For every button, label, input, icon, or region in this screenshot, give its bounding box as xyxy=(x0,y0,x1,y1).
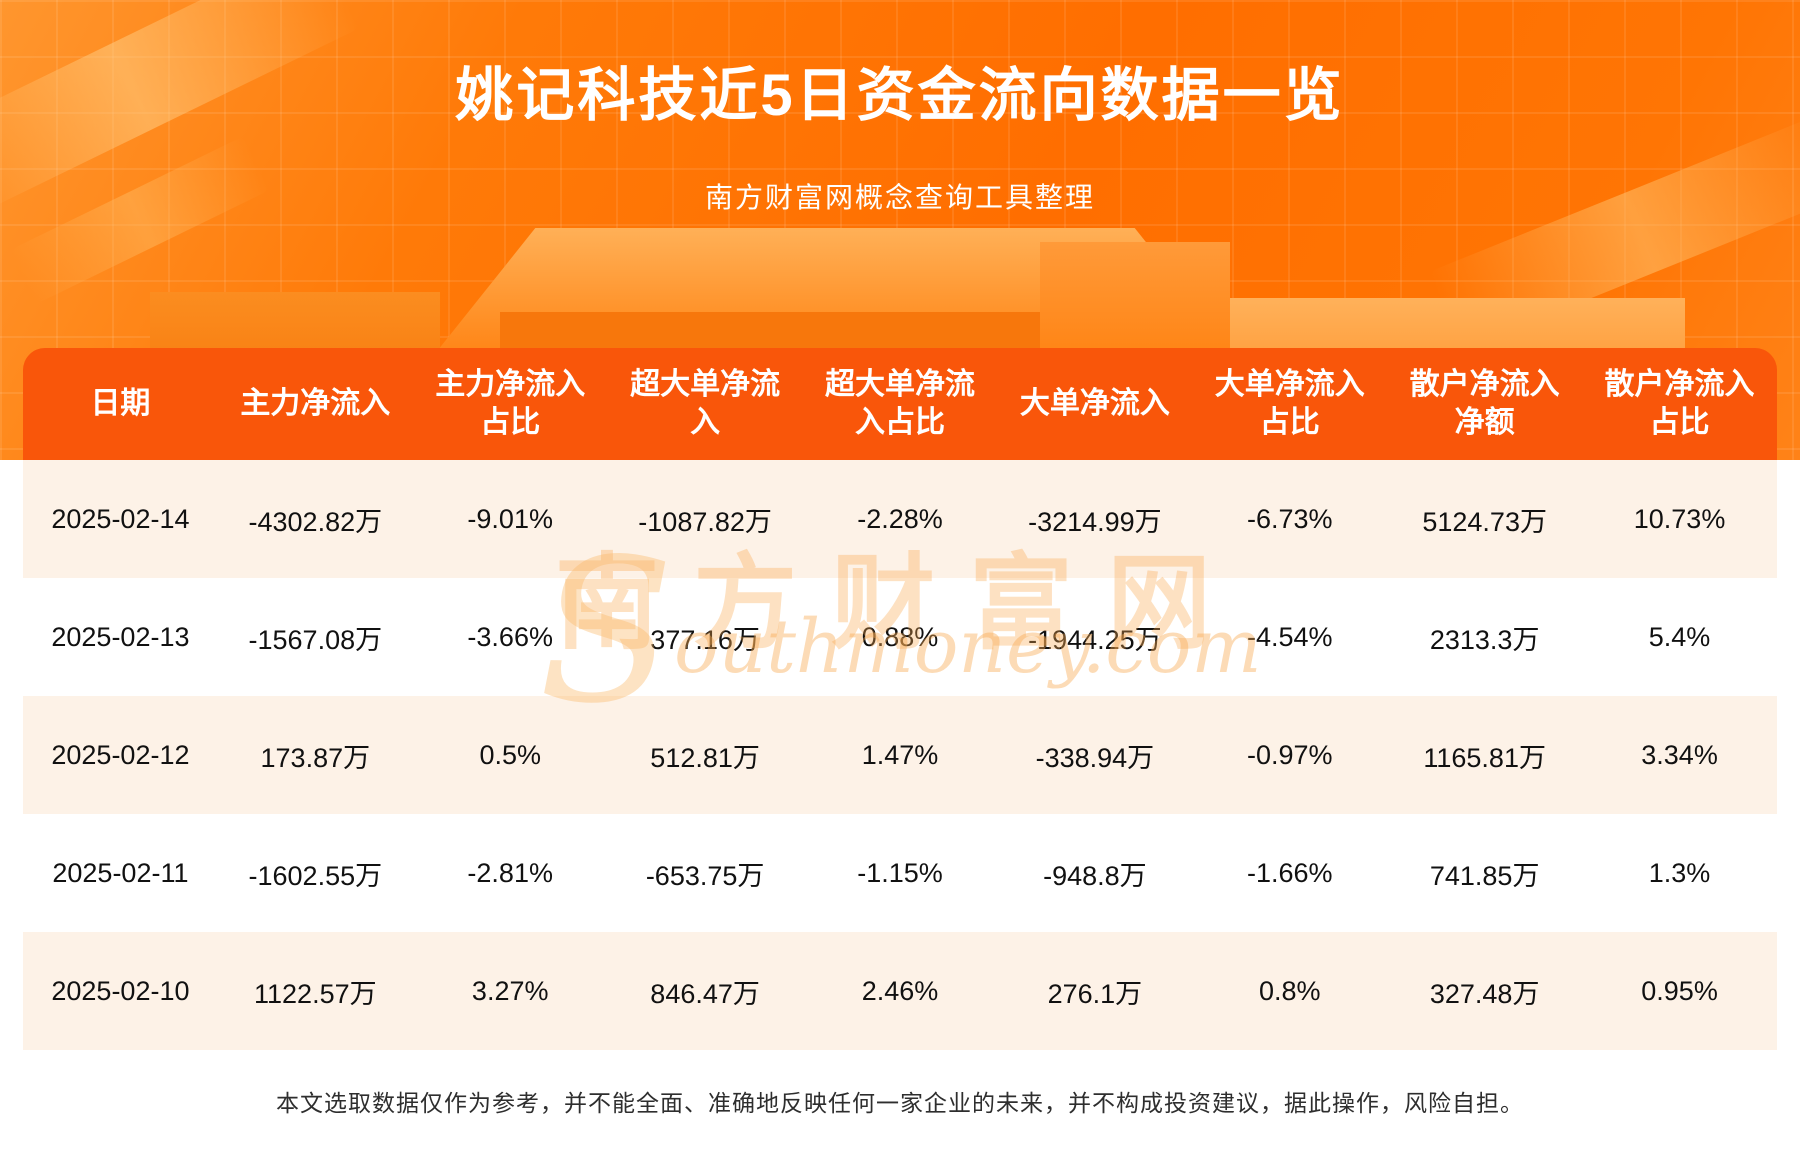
column-header-label: 净额 xyxy=(1454,406,1515,439)
table-cell: 0.88% xyxy=(861,621,939,652)
table-cell: -338.94万 xyxy=(1035,742,1155,773)
column-header-label: 大单净流入 xyxy=(1214,368,1365,401)
table-row: 2025-02-10 1122.57万 3.27% 846.47万 2.46% 276.1… xyxy=(23,932,1777,1050)
table-cell: 5124.73万 xyxy=(1422,506,1547,537)
table-cell: 1.47% xyxy=(861,739,939,770)
table-cell: 741.85万 xyxy=(1429,860,1540,891)
table-cell: 0.95% xyxy=(1641,975,1718,1006)
column-header-main-net-inflow-pct: 主力净流入 占比 xyxy=(413,348,608,460)
column-header-label: 主力净流入 xyxy=(240,387,391,420)
table-cell: 2025-02-12 xyxy=(51,739,190,770)
table-cell: -3.66% xyxy=(467,621,553,652)
table-cell: 2025-02-13 xyxy=(51,621,190,652)
column-header-xlarge-order-net-inflow: 超大单净流入 xyxy=(608,348,803,460)
column-header-label: 散户净流入 xyxy=(1604,368,1755,401)
column-header-label: 占比 xyxy=(1649,406,1710,439)
column-header-large-order-net-inflow: 大单净流入 xyxy=(997,348,1192,460)
table-row: 2025-02-14 -4302.82万 -9.01% -1087.82万 -2.28%… xyxy=(23,460,1777,578)
table-cell: 3.34% xyxy=(1641,739,1718,770)
table-cell: 173.87万 xyxy=(260,742,371,773)
column-header-xlarge-order-net-inflow-pct: 超大单净流 入占比 xyxy=(803,348,998,460)
podium-graphic-right-small-block xyxy=(1040,242,1230,352)
table-cell: -1602.55万 xyxy=(248,860,383,891)
table-cell: 2025-02-10 xyxy=(51,975,190,1006)
table-row: 2025-02-13 -1567.08万 -3.66% 377.16万 0.88% -19… xyxy=(23,578,1777,696)
table-cell: -1.66% xyxy=(1246,857,1333,888)
column-header-retail-net-inflow-pct: 散户净流入 占比 xyxy=(1582,348,1777,460)
disclaimer-text: 本文选取数据仅作为参考，并不能全面、准确地反映任何一家企业的未来，并不构成投资建… xyxy=(276,1089,1524,1116)
table-cell: -4.54% xyxy=(1246,621,1333,652)
disclaimer-bar: 本文选取数据仅作为参考，并不能全面、准确地反映任何一家企业的未来，并不构成投资建… xyxy=(0,1051,1800,1150)
column-header-main-net-inflow: 主力净流入 xyxy=(218,348,413,460)
table-row: 2025-02-12 173.87万 0.5% 512.81万 1.47% -338.94… xyxy=(23,696,1777,814)
column-header-large-order-net-inflow-pct: 大单净流入 占比 xyxy=(1192,348,1387,460)
page-subtitle: 南方财富网概念查询工具整理 xyxy=(704,182,1095,213)
table-cell: -2.28% xyxy=(857,503,943,534)
column-header-label: 散户净流入 xyxy=(1409,368,1560,401)
table-cell: -2.81% xyxy=(467,857,553,888)
column-header-label: 入 xyxy=(690,406,721,439)
column-header-label: 日期 xyxy=(90,387,151,420)
column-header-label: 占比 xyxy=(480,406,541,439)
column-header-label: 入占比 xyxy=(854,406,945,439)
table-header-row: 日期 主力净流入 主力净流入 占比 超大单净流入超大单净流 入占比 大单净流入 大单净流入 占比… xyxy=(23,348,1777,460)
table-cell: -4302.82万 xyxy=(248,506,383,537)
table-cell: -6.73% xyxy=(1246,503,1333,534)
column-header-label: 占比 xyxy=(1259,406,1320,439)
table-cell: 1122.57万 xyxy=(254,978,377,1009)
table-cell: 1.3% xyxy=(1648,857,1711,888)
table-cell: -948.8万 xyxy=(1043,860,1147,891)
page-title: 姚记科技近5日资金流向数据一览 xyxy=(455,63,1345,128)
column-header-label: 超大单净流 xyxy=(824,368,975,401)
table-cell: -1567.08万 xyxy=(248,624,383,655)
table-cell: 10.73% xyxy=(1633,503,1726,534)
fund-flow-table: 日期 主力净流入 主力净流入 占比 超大单净流入超大单净流 入占比 大单净流入 大单净流入 占比… xyxy=(23,348,1777,1050)
table-cell: -9.01% xyxy=(467,503,553,534)
table-cell: 512.81万 xyxy=(650,742,760,773)
table-cell: 0.5% xyxy=(479,739,541,770)
table-cell: -1.15% xyxy=(857,857,943,888)
table-cell: 2025-02-11 xyxy=(52,857,189,888)
table-cell: 2.46% xyxy=(861,975,939,1006)
column-header-label: 大单净流入 xyxy=(1019,387,1170,420)
table-cell: -0.97% xyxy=(1246,739,1333,770)
column-header-label: 主力净流入 xyxy=(435,368,586,401)
table-row: 2025-02-11 -1602.55万 -2.81% -653.75万 -1.15% -… xyxy=(23,814,1777,932)
table-cell: -653.75万 xyxy=(645,860,765,891)
table-cell: -3214.99万 xyxy=(1028,506,1162,537)
table-cell: 276.1万 xyxy=(1047,978,1143,1009)
column-header-retail-net-inflow: 散户净流入 净额 xyxy=(1387,348,1582,460)
column-header-date: 日期 xyxy=(23,348,218,460)
table-cell: -1087.82万 xyxy=(638,506,772,537)
table-cell: 327.48万 xyxy=(1429,978,1540,1009)
table-cell: 377.16万 xyxy=(650,624,760,655)
table-cell: 846.47万 xyxy=(650,978,760,1009)
table-cell: 3.27% xyxy=(471,975,549,1006)
table-cell: 2025-02-14 xyxy=(51,503,190,534)
table-cell: 5.4% xyxy=(1648,621,1711,652)
table-cell: 0.8% xyxy=(1259,975,1321,1006)
table-body: 2025-02-14 -4302.82万 -9.01% -1087.82万 -2.28%… xyxy=(23,460,1777,1050)
table-cell: -1944.25万 xyxy=(1028,624,1162,655)
column-header-label: 超大单净流 xyxy=(630,368,781,401)
table-cell: 1165.81万 xyxy=(1423,742,1546,773)
table-cell: 2313.3万 xyxy=(1429,624,1540,655)
